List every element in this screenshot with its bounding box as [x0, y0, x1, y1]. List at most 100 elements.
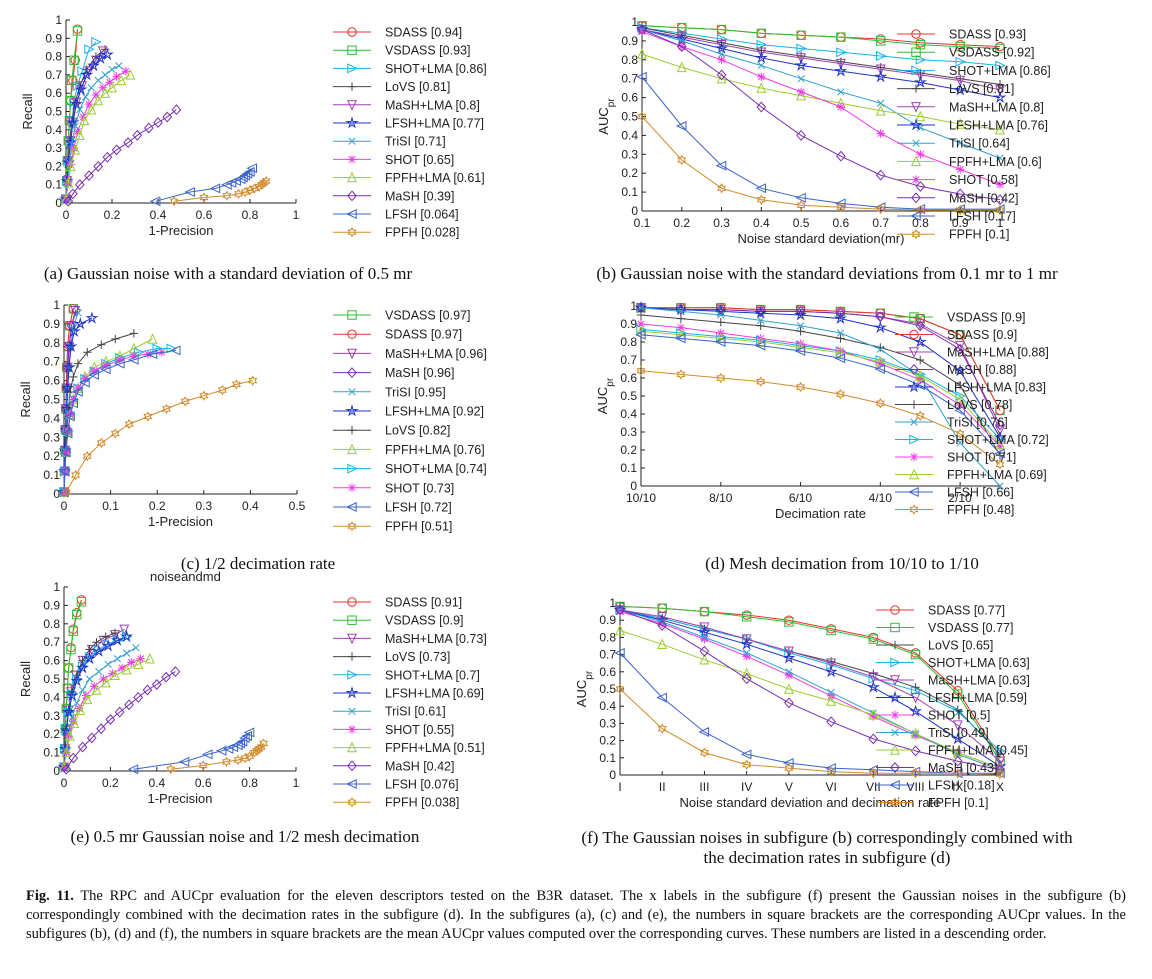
legend-item-mash-lma: MaSH+LMA [0.88]: [895, 346, 1049, 360]
data-point: [995, 756, 1005, 768]
data-point: [700, 633, 709, 642]
legend-marker: [348, 137, 356, 145]
data-point: [714, 304, 728, 317]
data-point: [92, 644, 106, 657]
data-point: [76, 597, 87, 607]
series-line: [133, 732, 251, 770]
data-point: [717, 50, 726, 58]
data-point: [68, 752, 79, 764]
data-point: [795, 341, 806, 353]
data-point: [742, 652, 751, 661]
data-point: [756, 321, 765, 330]
legend-label: LFSH+LMA [0.59]: [928, 691, 1027, 705]
y-tick-label: 0.9: [45, 31, 62, 45]
data-point: [826, 716, 836, 728]
data-point: [699, 747, 709, 758]
data-point: [783, 683, 794, 694]
legend-label: TriSI [0.64]: [949, 137, 1010, 151]
data-point: [700, 634, 709, 644]
data-point: [657, 723, 667, 734]
y-tick-label: 0.3: [43, 430, 60, 444]
y-tick-label: 0.2: [43, 727, 60, 741]
data-point: [717, 311, 725, 319]
legend-label: FPFH [0.038]: [385, 796, 459, 810]
y-tick-label: 0.9: [43, 317, 60, 331]
legend-item-lfsh: LFSH [0.66]: [895, 486, 1014, 500]
data-point: [105, 714, 116, 725]
data-point: [836, 201, 846, 213]
data-point: [836, 32, 846, 42]
series-mash-lma: [615, 605, 1005, 768]
data-point: [162, 111, 173, 123]
legend-marker: [890, 622, 900, 633]
legend-item-sdass: SDASS [0.77]: [876, 604, 1005, 618]
data-point: [75, 704, 86, 715]
series-line: [619, 609, 1001, 767]
legend-label: SHOT [0.65]: [385, 153, 454, 167]
legend-marker: [891, 728, 899, 737]
data-point: [147, 333, 158, 344]
data-point: [698, 727, 710, 737]
legend-marker: [911, 84, 921, 93]
data-point: [184, 187, 195, 197]
x-tick-label: III: [699, 780, 709, 794]
x-tick-label: 0.2: [102, 776, 119, 790]
legend-label: MaSH+LMA [0.8]: [385, 98, 480, 112]
x-tick-label: IV: [741, 780, 752, 794]
data-point: [715, 332, 726, 344]
data-point: [244, 166, 255, 177]
chart-title: noiseandmd: [150, 569, 221, 584]
data-point: [84, 99, 94, 109]
series-fpfh: [61, 375, 258, 498]
legend-label: SHOT [0.5]: [928, 709, 990, 723]
x-tick-label: 1: [293, 208, 300, 222]
data-point: [755, 305, 766, 317]
legend-label: SHOT+LMA [0.63]: [928, 656, 1030, 670]
data-point: [240, 186, 250, 198]
data-point: [716, 40, 727, 51]
legend-item-mash: MaSH [0.42]: [897, 191, 1018, 205]
series-fpfh: [166, 738, 269, 775]
data-point: [825, 763, 836, 774]
data-point: [826, 695, 837, 706]
legend-label: MaSH [0.39]: [385, 189, 454, 203]
data-point: [614, 647, 625, 658]
series-line: [641, 31, 1001, 185]
data-point: [69, 372, 78, 382]
data-point: [834, 64, 848, 77]
x-tick-label: 10/10: [626, 491, 656, 505]
series-line: [640, 334, 1001, 454]
data-point: [994, 448, 1005, 459]
y-tick-label: 0.1: [43, 468, 60, 482]
data-point: [876, 203, 886, 215]
legend-label: VSDASS [0.93]: [385, 44, 470, 58]
data-point: [835, 346, 846, 358]
x-tick-label: VII: [866, 780, 881, 794]
legend-item-sdass: SDASS [0.91]: [333, 596, 462, 610]
series-fpfh-lma: [636, 325, 1005, 450]
data-point: [101, 639, 115, 652]
series-lfsh-lma: [613, 603, 1007, 772]
data-point: [875, 398, 885, 409]
data-point: [152, 343, 164, 354]
data-point: [78, 686, 87, 694]
data-point: [87, 58, 101, 72]
y-tick-label: 0.5: [621, 110, 638, 124]
data-point: [70, 144, 81, 155]
data-point: [232, 740, 243, 751]
y-tick-label: 0: [630, 479, 637, 493]
data-point: [637, 24, 647, 36]
data-point: [835, 307, 846, 319]
legend-label: MaSH [0.42]: [385, 759, 454, 773]
legend-label: MaSH+LMA [0.8]: [949, 100, 1044, 114]
y-tick-label: 0.5: [45, 105, 62, 119]
y-axis-label: AUCpr: [574, 670, 595, 707]
data-point: [199, 390, 209, 401]
data-point: [243, 727, 255, 738]
data-point: [953, 363, 967, 377]
data-point: [657, 619, 668, 631]
data-point: [796, 322, 805, 330]
data-point: [915, 54, 927, 65]
x-tick-label: 0.6: [195, 776, 212, 790]
data-point: [717, 55, 726, 64]
